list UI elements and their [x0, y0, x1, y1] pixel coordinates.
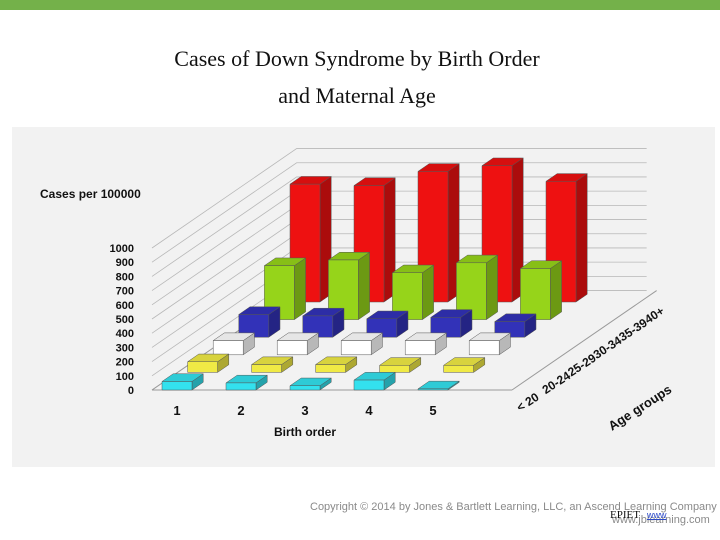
- bar-side-face: [550, 260, 562, 321]
- z-axis-title: Cases per 100000: [40, 187, 141, 201]
- bar-front-face: [379, 365, 410, 373]
- x-category-label: 4: [365, 403, 373, 418]
- y-tick-label: 1000: [110, 243, 134, 255]
- bar-series-4-cat-0: [263, 257, 307, 321]
- bar-front-face: [328, 259, 359, 320]
- bar-series-3-cat-4: [493, 313, 537, 338]
- x-axis-title: Birth order: [274, 425, 336, 439]
- bar-series-0-cat-0: [161, 373, 205, 391]
- y-tick-label: 800: [116, 271, 134, 283]
- depth-category-label: < 20: [514, 390, 542, 415]
- down-syndrome-3d-bar-chart: 0 100 200 300 400 500 600 700 800 900 1000 Cases pe…: [40, 148, 674, 439]
- bar-series-4-cat-1: [327, 251, 371, 321]
- bar-series-0-cat-1: [225, 374, 269, 391]
- bar-front-face: [212, 340, 244, 356]
- y-tick-label: 900: [116, 257, 134, 269]
- bar-series-1-cat-4: [442, 357, 486, 373]
- x-category-label: 2: [237, 403, 244, 418]
- x-category-label: 3: [301, 403, 308, 418]
- bar-series-2-cat-2: [340, 332, 384, 356]
- bar-series-2-cat-3: [404, 332, 448, 356]
- bar-series-2-cat-1: [276, 332, 320, 356]
- bar-front-face: [417, 388, 449, 391]
- bar-front-face: [251, 364, 282, 373]
- y-tick-label: 100: [116, 371, 134, 383]
- bar-series-0-cat-3: [353, 371, 397, 391]
- bar-front-face: [302, 315, 334, 338]
- y-tick-label: 300: [116, 342, 134, 354]
- bar-side-face: [575, 173, 588, 303]
- y-tick-label: 500: [116, 314, 134, 326]
- bar-front-face: [225, 382, 257, 391]
- gridline: [151, 148, 647, 249]
- bar-series-1-cat-0: [186, 353, 230, 373]
- bar-side-face: [294, 257, 306, 321]
- y-tick-label: 400: [116, 328, 134, 340]
- bar-front-face: [264, 265, 295, 320]
- gridline: [151, 176, 647, 277]
- bar-front-face: [238, 314, 270, 338]
- bar-front-face: [161, 381, 193, 391]
- bar-front-face: [404, 340, 436, 356]
- bar-front-face: [187, 361, 218, 373]
- bar-side-face: [358, 251, 370, 321]
- bar-series-2-cat-0: [212, 332, 256, 356]
- y-tick-label: 700: [116, 286, 134, 298]
- bar-front-face: [392, 272, 423, 320]
- bar-series-3-cat-0: [237, 306, 281, 338]
- bar-top-face: [417, 380, 461, 390]
- bar-series-4-cat-3: [455, 254, 499, 321]
- y-tick-label: 200: [116, 357, 134, 369]
- bar-front-face: [520, 268, 551, 320]
- slide-title: Cases of Down Syndrome by Birth Order an…: [0, 40, 714, 114]
- footer-label: EPIET: [610, 509, 640, 521]
- bar-series-3-cat-3: [429, 309, 473, 338]
- bar-series-4-cat-4: [519, 260, 563, 321]
- bar-series-3-cat-1: [301, 307, 345, 338]
- bar-side-face: [486, 254, 498, 321]
- bar-front-face: [289, 385, 321, 391]
- bar-series-2-cat-4: [468, 332, 512, 356]
- bar-front-face: [353, 379, 385, 391]
- x-category-label: 5: [429, 403, 436, 418]
- bar-series-0-cat-4: [417, 380, 461, 391]
- bar-front-face: [443, 365, 474, 373]
- top-accent-bar: [0, 0, 720, 10]
- bar-front-face: [468, 340, 500, 356]
- y-tick-label: 0: [128, 385, 134, 397]
- copyright-website: www.jblearning.com: [612, 514, 710, 526]
- x-category-label: 1: [173, 403, 180, 418]
- bar-side-face: [422, 264, 434, 321]
- bar-series-1-cat-2: [314, 356, 358, 373]
- bar-series-4-cat-2: [391, 264, 435, 321]
- bar-series-0-cat-2: [289, 377, 333, 391]
- bar-series-3-cat-2: [365, 310, 409, 338]
- bar-front-face: [315, 364, 346, 373]
- copyright-notice: Copyright © 2014 by Jones & Bartlett Lea…: [310, 501, 717, 513]
- slide-title-line-2: and Maternal Age: [278, 83, 436, 108]
- slide-title-line-1: Cases of Down Syndrome by Birth Order: [174, 46, 540, 71]
- bar-front-face: [456, 262, 487, 320]
- y-tick-label: 600: [116, 300, 134, 312]
- bar-front-face: [340, 340, 372, 356]
- bar-series-1-cat-3: [378, 357, 422, 373]
- bar-series-1-cat-1: [250, 356, 294, 373]
- floor-right-edge: [511, 290, 657, 391]
- bar-front-face: [276, 340, 308, 356]
- footer-link[interactable]: www: [647, 510, 667, 520]
- gridline: [151, 162, 647, 263]
- bar-front-face: [430, 317, 462, 338]
- bar-front-face: [366, 318, 398, 338]
- depth-axis-title: Age groups: [605, 382, 674, 434]
